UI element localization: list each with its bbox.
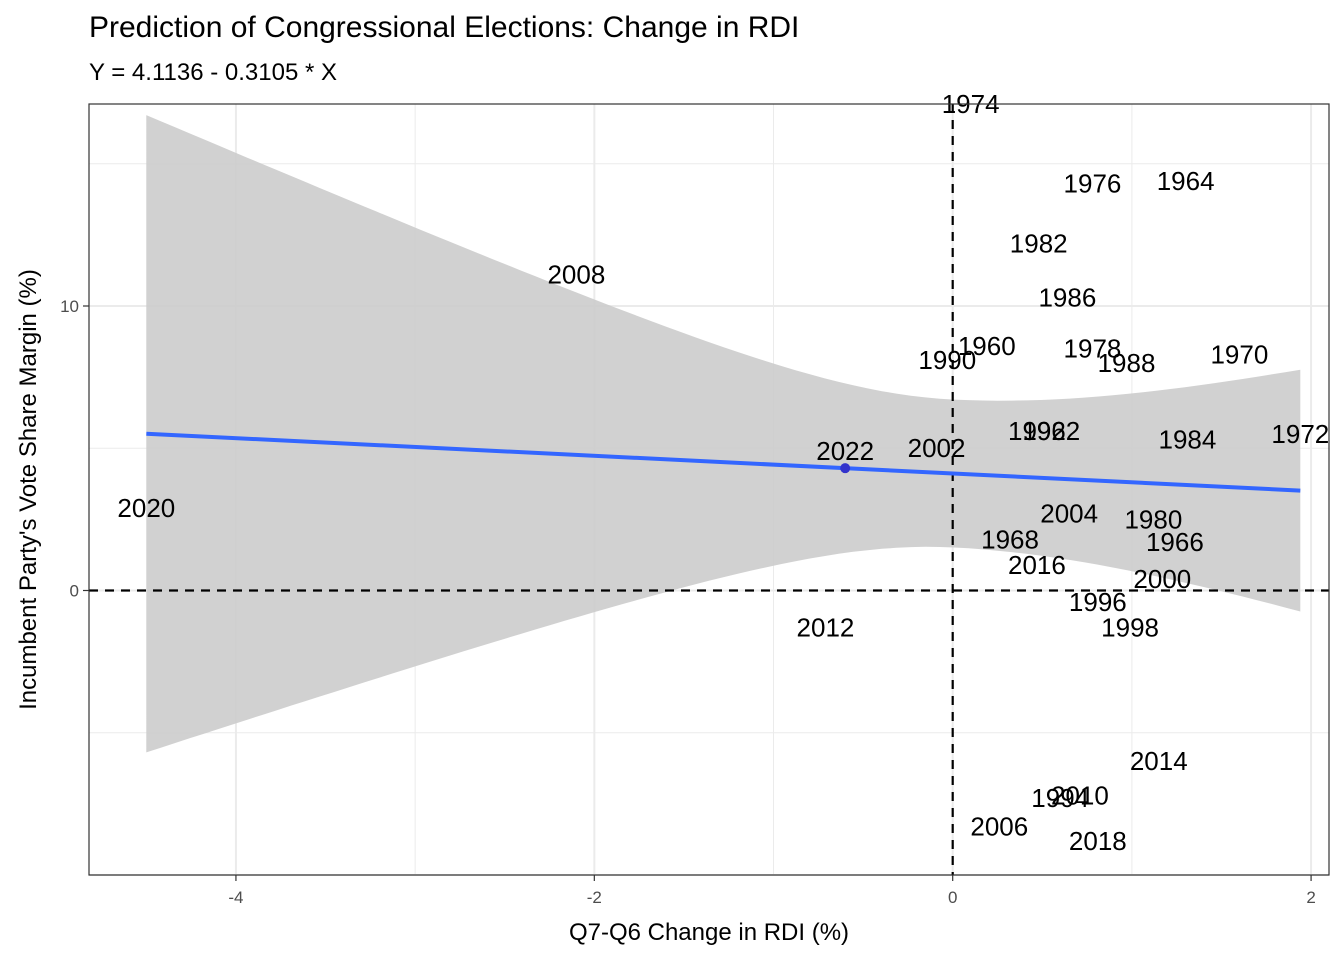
x-tick-label: 2 bbox=[1306, 888, 1315, 907]
fit-line-layer bbox=[146, 431, 1301, 493]
point-label-1990: 1990 bbox=[918, 345, 976, 375]
point-label-2018: 2018 bbox=[1069, 826, 1127, 856]
point-marker-2022 bbox=[840, 463, 851, 474]
point-label-1960: 1960 bbox=[958, 331, 1016, 361]
y-tick-label: 0 bbox=[70, 581, 79, 600]
y-axis-title: Incumbent Party's Vote Share Margin (%) bbox=[15, 269, 42, 710]
point-label-2014: 2014 bbox=[1130, 746, 1188, 776]
panel-border bbox=[88, 103, 1330, 876]
x-tick-label: 0 bbox=[948, 888, 957, 907]
y-tick-label: 10 bbox=[60, 297, 79, 316]
point-label-2000: 2000 bbox=[1133, 564, 1191, 594]
point-label-1994: 1994 bbox=[1031, 783, 1089, 813]
point-label-2020: 2020 bbox=[117, 493, 175, 523]
point-label-1988: 1988 bbox=[1098, 348, 1156, 378]
point-label-2004: 2004 bbox=[1040, 499, 1098, 529]
x-tick-label: -2 bbox=[587, 888, 602, 907]
confidence-band bbox=[146, 115, 1301, 753]
point-label-1980: 1980 bbox=[1124, 504, 1182, 534]
x-axis-title: Q7-Q6 Change in RDI (%) bbox=[569, 919, 849, 946]
point-label-1972: 1972 bbox=[1271, 419, 1329, 449]
point-label-1996: 1996 bbox=[1069, 587, 1127, 617]
chart-subtitle: Y = 4.1136 - 0.3105 * X bbox=[89, 59, 337, 86]
point-label-2008: 2008 bbox=[547, 260, 605, 290]
point-label-2006: 2006 bbox=[970, 812, 1028, 842]
point-label-2002: 2002 bbox=[908, 433, 966, 463]
point-label-2016: 2016 bbox=[1008, 550, 1066, 580]
point-label-1976: 1976 bbox=[1064, 169, 1122, 199]
point-label-2022: 2022 bbox=[816, 436, 874, 466]
point-label-1984: 1984 bbox=[1159, 425, 1217, 455]
chart-title: Prediction of Congressional Elections: C… bbox=[89, 11, 800, 44]
point-label-1978: 1978 bbox=[1064, 334, 1122, 364]
point-label-1962: 1962 bbox=[1022, 416, 1080, 446]
confidence-band-layer bbox=[146, 115, 1301, 753]
reference-lines bbox=[89, 104, 1329, 875]
point-label-1968: 1968 bbox=[981, 524, 1039, 554]
regression-line bbox=[146, 431, 1301, 493]
point-label-2012: 2012 bbox=[797, 612, 855, 642]
point-label-1970: 1970 bbox=[1210, 339, 1268, 369]
x-tick-label: -4 bbox=[228, 888, 243, 907]
point-label-1986: 1986 bbox=[1038, 282, 1096, 312]
point-label-1992: 1992 bbox=[1008, 416, 1066, 446]
point-label-1964: 1964 bbox=[1157, 166, 1215, 196]
point-label-1982: 1982 bbox=[1010, 228, 1068, 258]
point-label-2010: 2010 bbox=[1051, 780, 1109, 810]
point-label-1966: 1966 bbox=[1146, 527, 1204, 557]
point-label-1998: 1998 bbox=[1101, 612, 1159, 642]
